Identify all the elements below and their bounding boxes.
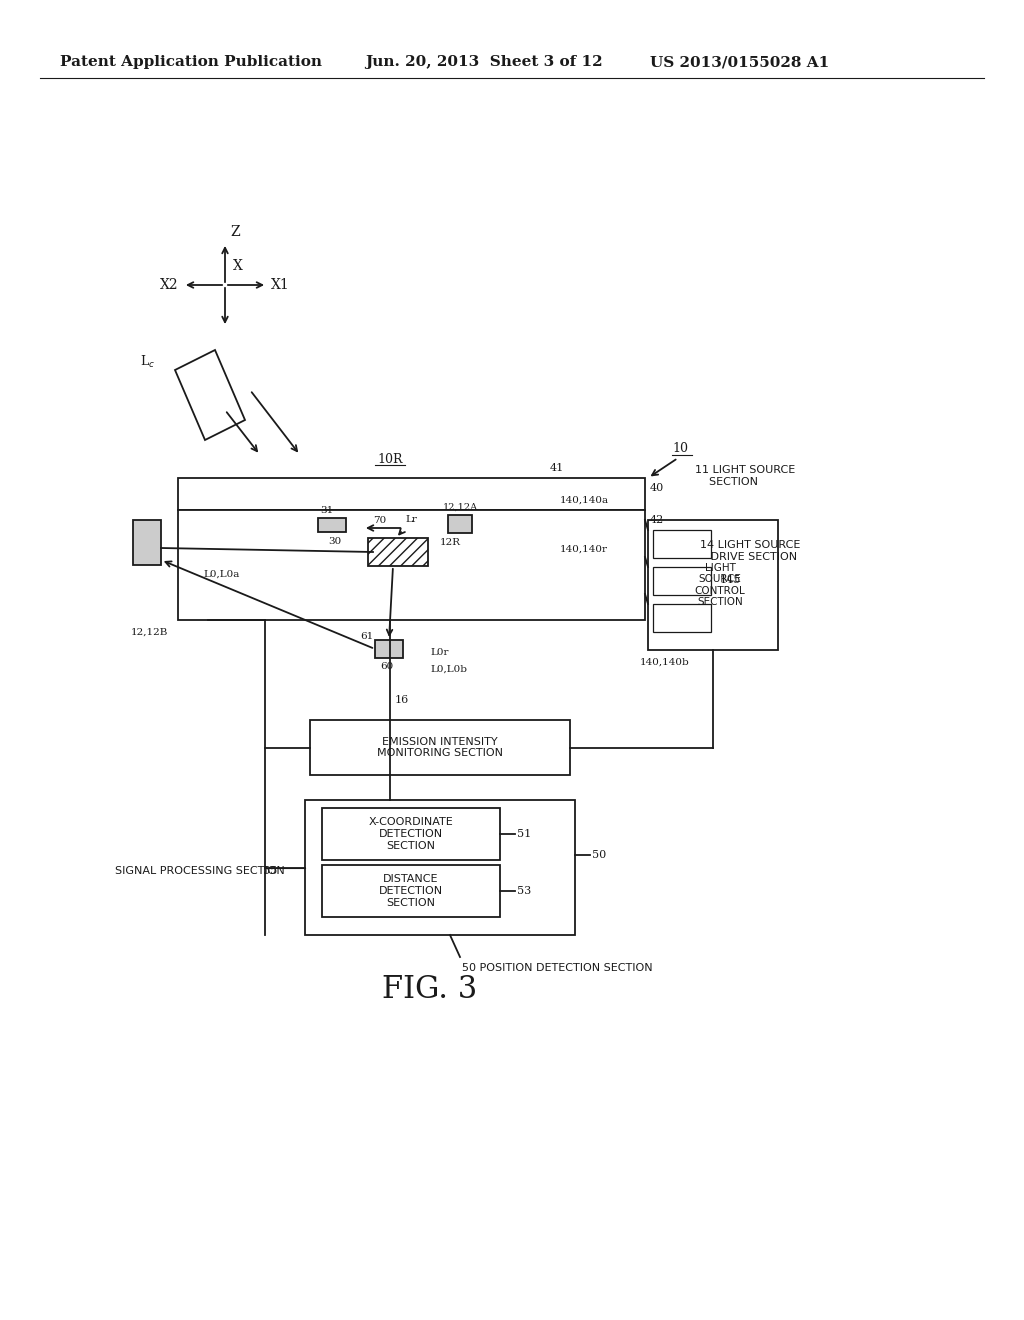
Bar: [653, 605, 711, 632]
Text: 50: 50: [592, 850, 606, 861]
Text: 30: 30: [328, 537, 341, 546]
Text: 70: 70: [373, 516, 386, 525]
Text: Lr: Lr: [406, 515, 417, 524]
Bar: [178, 510, 645, 620]
Bar: [322, 865, 500, 917]
Bar: [178, 478, 645, 510]
Text: 11 LIGHT SOURCE
    SECTION: 11 LIGHT SOURCE SECTION: [695, 465, 796, 487]
Text: 14 LIGHT SOURCE
   DRIVE SECTION: 14 LIGHT SOURCE DRIVE SECTION: [700, 540, 801, 561]
Text: US 2013/0155028 A1: US 2013/0155028 A1: [650, 55, 829, 69]
Text: Patent Application Publication: Patent Application Publication: [60, 55, 322, 69]
Text: L$_c$: L$_c$: [140, 354, 155, 370]
Text: X-COORDINATE
DETECTION
SECTION: X-COORDINATE DETECTION SECTION: [369, 817, 454, 850]
Text: X: X: [233, 259, 243, 273]
Text: LIGHT
SOURCE
CONTROL
SECTION: LIGHT SOURCE CONTROL SECTION: [694, 562, 745, 607]
Text: X1: X1: [271, 279, 290, 292]
Text: 31: 31: [319, 506, 333, 515]
Text: Jun. 20, 2013  Sheet 3 of 12: Jun. 20, 2013 Sheet 3 of 12: [365, 55, 603, 69]
Text: 53: 53: [517, 886, 531, 896]
Bar: [653, 568, 711, 595]
Bar: [322, 808, 500, 861]
Text: L0,L0b: L0,L0b: [430, 665, 467, 675]
Bar: [449, 515, 472, 533]
Text: 55: 55: [263, 866, 278, 875]
Text: 140,140a: 140,140a: [560, 496, 609, 506]
Text: 42: 42: [650, 515, 665, 525]
Text: 50 POSITION DETECTION SECTION: 50 POSITION DETECTION SECTION: [462, 964, 652, 973]
Text: 41: 41: [550, 463, 564, 473]
Bar: [133, 520, 161, 565]
Text: 60: 60: [380, 663, 393, 671]
Text: FIG. 3: FIG. 3: [382, 974, 477, 1006]
Bar: [653, 531, 711, 558]
Text: 10R: 10R: [377, 453, 402, 466]
Text: 145: 145: [720, 576, 741, 585]
Bar: [305, 800, 575, 935]
Text: Z: Z: [230, 224, 240, 239]
Bar: [318, 517, 346, 532]
Bar: [310, 719, 570, 775]
Text: 140,140b: 140,140b: [640, 657, 690, 667]
Text: 40: 40: [650, 483, 665, 492]
Text: 51: 51: [517, 829, 531, 840]
Bar: [375, 640, 403, 657]
Text: DISTANCE
DETECTION
SECTION: DISTANCE DETECTION SECTION: [379, 874, 443, 908]
Text: 140,140r: 140,140r: [560, 545, 608, 554]
Text: EMISSION INTENSITY
MONITORING SECTION: EMISSION INTENSITY MONITORING SECTION: [377, 737, 503, 758]
Bar: [648, 520, 778, 649]
Text: 16: 16: [395, 696, 410, 705]
Bar: [368, 539, 428, 566]
Text: 12,12B: 12,12B: [131, 628, 168, 638]
Text: L0,L0a: L0,L0a: [203, 570, 240, 579]
Text: L0r: L0r: [430, 648, 449, 657]
Text: 12R: 12R: [440, 539, 461, 546]
Text: X2: X2: [161, 279, 179, 292]
Text: SIGNAL PROCESSING SECTION: SIGNAL PROCESSING SECTION: [115, 866, 285, 875]
Text: 10: 10: [672, 442, 688, 455]
Text: 12,12A: 12,12A: [443, 503, 478, 512]
Text: 61: 61: [360, 632, 374, 642]
